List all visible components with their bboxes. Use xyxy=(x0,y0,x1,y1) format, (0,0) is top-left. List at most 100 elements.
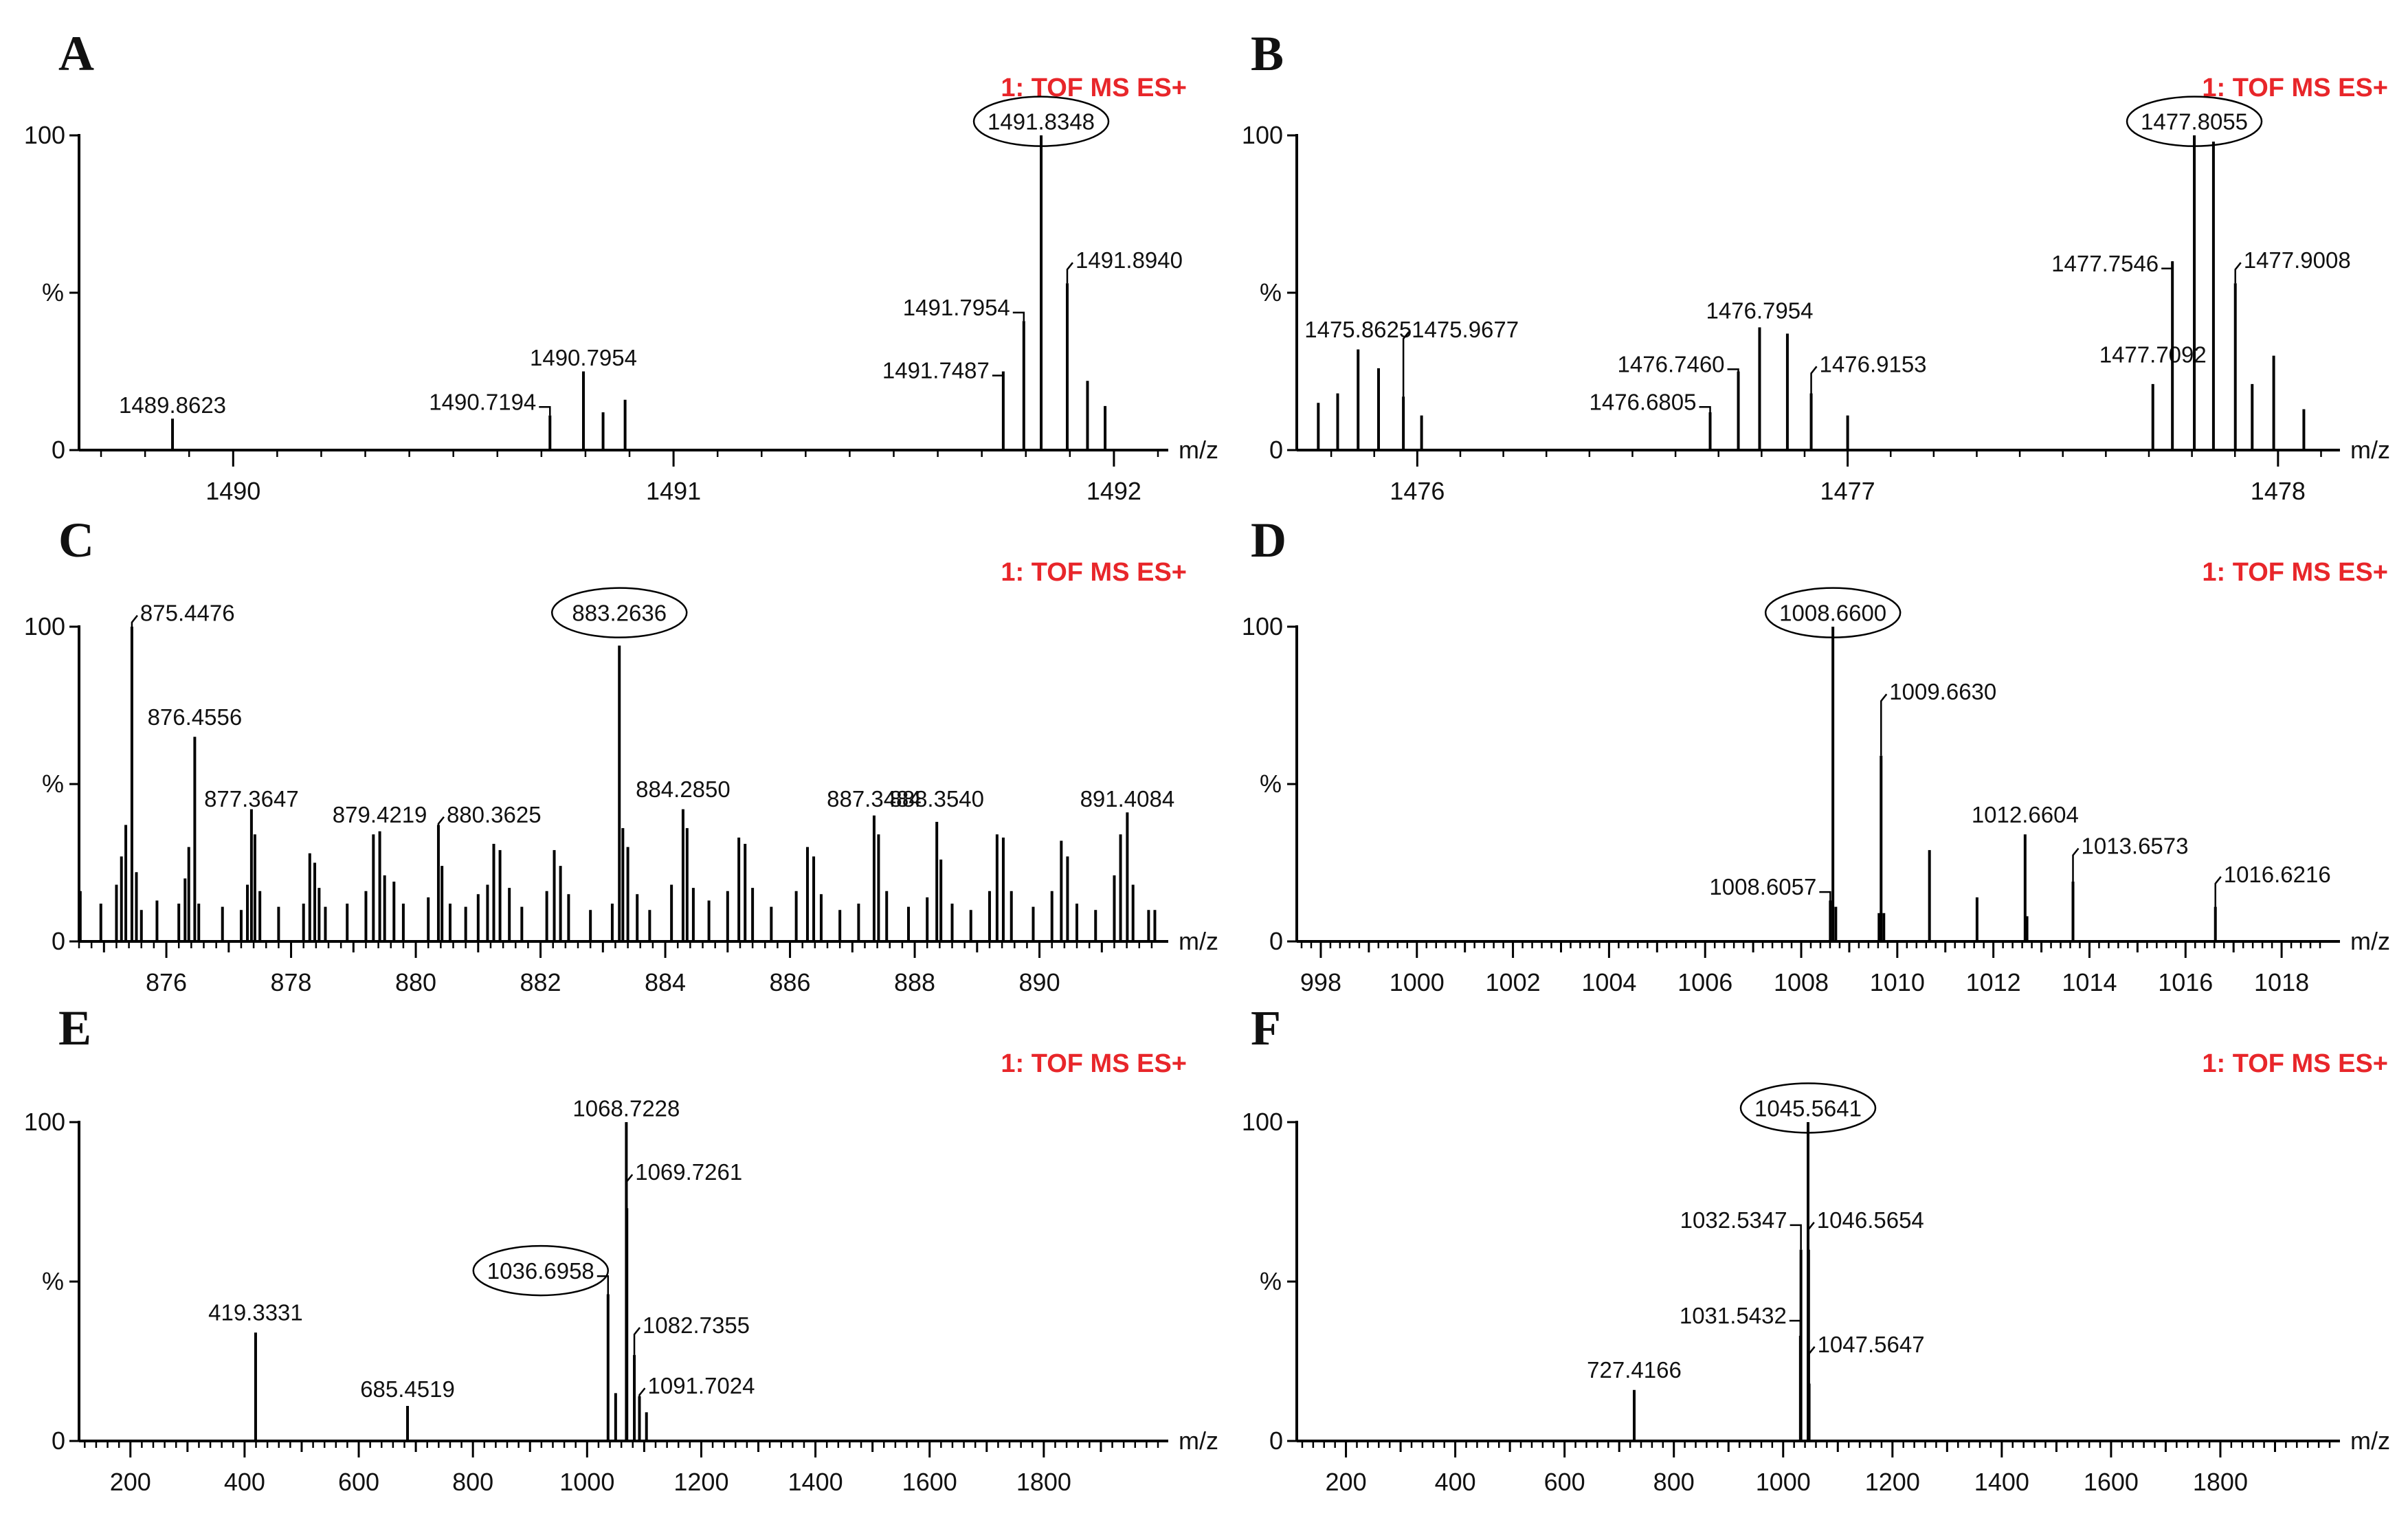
highlight-ellipse xyxy=(2126,96,2263,147)
peak-label: 1009.6630 xyxy=(1889,679,1996,704)
x-tick-label: 1600 xyxy=(902,1468,957,1496)
y-tick-label: 0 xyxy=(52,927,65,955)
peak-label: 1091.7024 xyxy=(647,1373,755,1398)
peak-label: 888.3540 xyxy=(889,786,984,812)
peak-label: 876.4556 xyxy=(148,704,243,730)
x-tick-label: 1004 xyxy=(1581,968,1636,996)
peak-label: 1012.6604 xyxy=(1972,802,2079,827)
peak-leader xyxy=(1790,1224,1802,1250)
peak-label: 1016.6216 xyxy=(2224,862,2331,887)
y-axis-label: % xyxy=(42,278,64,306)
ms-header: 1: TOF MS ES+ xyxy=(2202,558,2388,587)
x-tick-label: 800 xyxy=(452,1468,493,1496)
x-tick-label: 1000 xyxy=(1390,968,1445,996)
peak-leader xyxy=(539,406,551,416)
ms-header: 1: TOF MS ES+ xyxy=(2202,1049,2388,1078)
y-axis-label: % xyxy=(1260,770,1282,798)
peak-leader xyxy=(1880,693,1888,756)
peak-label: 1476.6805 xyxy=(1590,389,1697,414)
highlight-ellipse xyxy=(1764,587,1902,638)
x-axis-label: m/z xyxy=(2350,436,2390,464)
peak-label: 884.2850 xyxy=(636,776,731,802)
peak-label: 1490.7194 xyxy=(429,389,536,414)
highlight-ellipse xyxy=(1739,1082,1877,1134)
spectrum-panel-e: E 1: TOF MS ES+ 0 100% 200 400 600 800 1000 1200 1… xyxy=(24,1001,1218,1496)
panel-letter: C xyxy=(58,513,94,568)
peak-label: 887.3484 xyxy=(827,786,922,812)
x-tick-label: 1400 xyxy=(1974,1468,2029,1496)
x-axis-label: m/z xyxy=(1179,927,1218,955)
peak-label: 685.4519 xyxy=(360,1376,455,1402)
x-tick-label: 1000 xyxy=(1756,1468,1811,1496)
peak-leader xyxy=(1012,311,1025,322)
peak-leader xyxy=(1727,368,1739,372)
y-tick-label: 0 xyxy=(1269,1427,1283,1455)
peak-label: 1046.5654 xyxy=(1817,1207,1924,1233)
peak-leader xyxy=(1699,406,1711,413)
peak-label: 1069.7261 xyxy=(635,1159,742,1185)
peak-label: 1489.8623 xyxy=(119,392,226,418)
x-tick-label: 1018 xyxy=(2254,968,2309,996)
x-tick-label: 200 xyxy=(1326,1468,1367,1496)
peak-label: 883.2636 xyxy=(572,601,667,626)
spectrum-panel-d: D 1: TOF MS ES+ 0 100% 998 1000 1002 1004 1006 10… xyxy=(1242,513,2390,996)
peak-label: 1032.5347 xyxy=(1680,1207,1787,1233)
y-axis-label: % xyxy=(1260,278,1282,306)
ms-header: 1: TOF MS ES+ xyxy=(2202,74,2388,102)
x-tick-label: 1002 xyxy=(1486,968,1541,996)
x-tick-label: 890 xyxy=(1019,968,1060,996)
peak-leader xyxy=(437,816,445,825)
peak-label: 1045.5641 xyxy=(1754,1095,1862,1121)
peak-label: 1475.9677 xyxy=(1412,317,1519,342)
peak-label: 1013.6573 xyxy=(2082,834,2189,859)
y-axis-label: % xyxy=(42,770,64,798)
peak-label: 1477.7546 xyxy=(2051,251,2159,276)
x-tick-label: 1008 xyxy=(1774,968,1829,996)
panel-letter: F xyxy=(1251,1001,1281,1055)
peak-label: 1477.7092 xyxy=(2099,342,2207,368)
peak-label: 1476.9153 xyxy=(1820,351,1927,377)
x-tick-label: 600 xyxy=(338,1468,379,1496)
peak-label: 1031.5432 xyxy=(1680,1303,1787,1328)
peak-label: 1082.7355 xyxy=(643,1312,750,1338)
x-axis-label: m/z xyxy=(2350,1427,2390,1455)
x-tick-label: 998 xyxy=(1300,968,1341,996)
peak-label: 1491.7954 xyxy=(903,295,1010,320)
y-tick-label: 0 xyxy=(1269,436,1283,464)
x-tick-label: 1478 xyxy=(2251,477,2306,505)
peak-leader xyxy=(633,1327,641,1355)
x-tick-label: 1006 xyxy=(1677,968,1732,996)
x-tick-label: 878 xyxy=(271,968,312,996)
peak-leader xyxy=(1810,366,1818,394)
x-tick-label: 400 xyxy=(224,1468,265,1496)
x-tick-label: 1477 xyxy=(1820,477,1875,505)
x-tick-label: 1491 xyxy=(646,477,701,505)
y-axis-label: % xyxy=(42,1267,64,1295)
peak-label: 880.3625 xyxy=(447,802,542,827)
spectrum-panel-b: B 1: TOF MS ES+ 0 100% 1476 1477 1478 m/z 1475.8… xyxy=(1242,26,2390,505)
peak-label: 1068.7228 xyxy=(572,1095,680,1121)
ms-header: 1: TOF MS ES+ xyxy=(1001,74,1187,102)
y-tick-label: 100 xyxy=(1242,612,1283,640)
x-axis-label: m/z xyxy=(2350,927,2390,955)
y-tick-label: 0 xyxy=(1269,927,1283,955)
y-tick-label: 100 xyxy=(1242,1108,1283,1136)
y-tick-label: 100 xyxy=(24,612,65,640)
peak-leader xyxy=(2161,261,2174,270)
spectrum-panel-f: F 1: TOF MS ES+ 0 100% 200 400 600 800 1000 1200 1… xyxy=(1242,1001,2390,1496)
peak-label: 1477.9008 xyxy=(2244,247,2351,273)
highlight-ellipse xyxy=(550,587,688,638)
peak-leader xyxy=(625,1174,634,1209)
peak-label: 1047.5647 xyxy=(1818,1332,1925,1357)
x-tick-label: 1800 xyxy=(1016,1468,1071,1496)
peak-label: 419.3331 xyxy=(208,1299,303,1325)
peak-label: 1491.7487 xyxy=(882,358,990,383)
x-tick-label: 886 xyxy=(770,968,811,996)
peak-label: 1008.6057 xyxy=(1709,874,1816,899)
highlight-ellipse xyxy=(472,1244,610,1297)
x-tick-label: 876 xyxy=(146,968,187,996)
x-tick-label: 1800 xyxy=(2193,1468,2248,1496)
x-axis-label: m/z xyxy=(1179,436,1218,464)
peak-label: 1476.7954 xyxy=(1706,298,1813,323)
